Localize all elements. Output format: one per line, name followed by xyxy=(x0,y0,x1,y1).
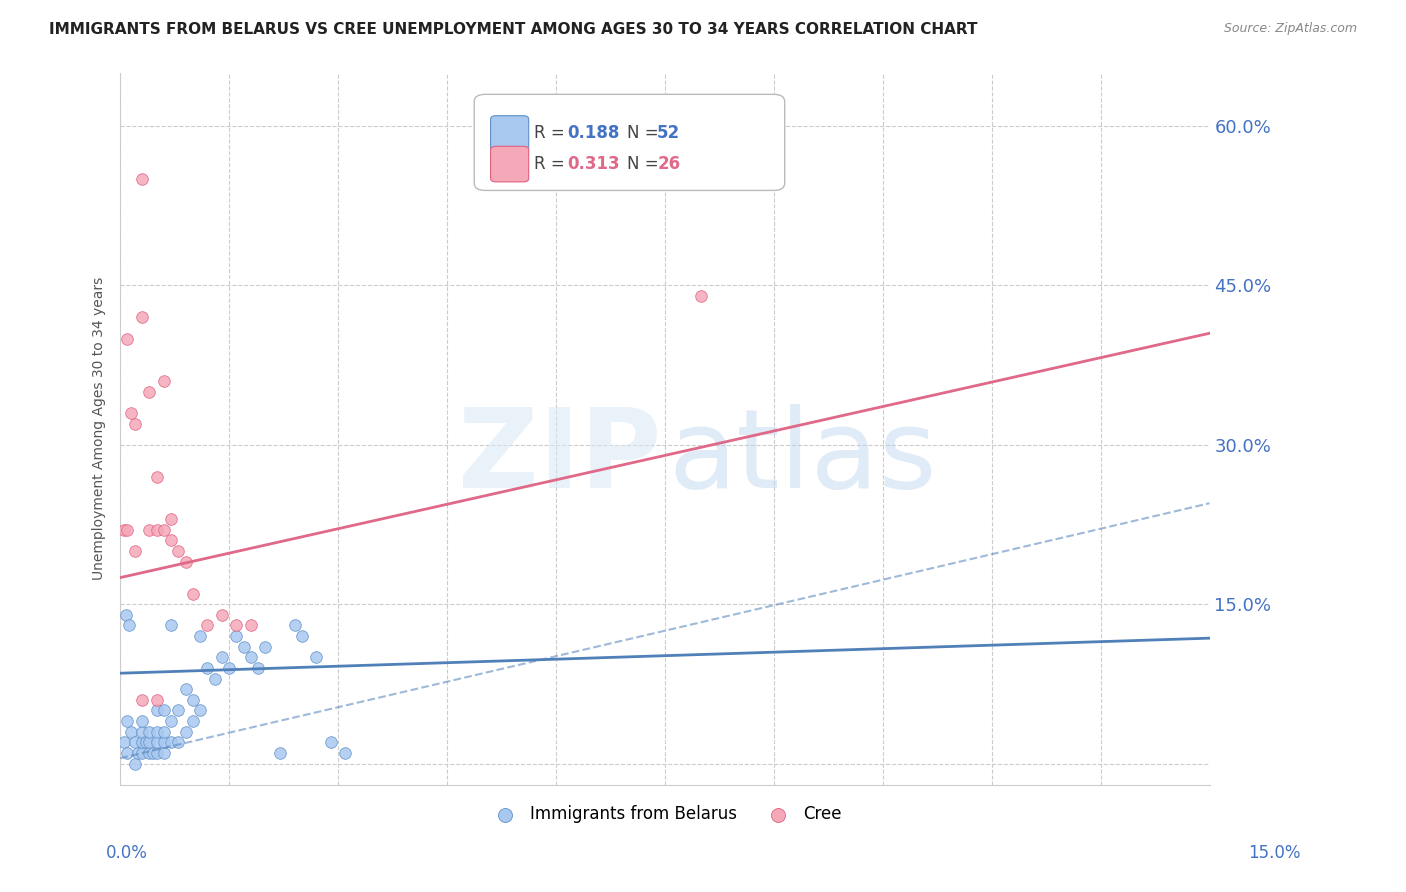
Point xyxy=(225,629,247,643)
Point xyxy=(124,544,146,558)
Point xyxy=(131,172,153,186)
Point xyxy=(225,618,247,632)
Point xyxy=(117,523,139,537)
Point xyxy=(335,746,357,760)
Point xyxy=(138,384,160,399)
Text: N =: N = xyxy=(627,155,664,173)
Point xyxy=(117,332,139,346)
Point xyxy=(145,523,167,537)
Text: Source: ZipAtlas.com: Source: ZipAtlas.com xyxy=(1223,22,1357,36)
Point xyxy=(211,607,233,622)
Point xyxy=(124,756,146,771)
FancyBboxPatch shape xyxy=(474,95,785,190)
Point xyxy=(167,735,190,749)
Point xyxy=(174,724,197,739)
Point xyxy=(112,735,135,749)
Point xyxy=(174,682,197,697)
Point xyxy=(239,650,262,665)
Point xyxy=(124,417,146,431)
Point xyxy=(117,746,139,760)
Point xyxy=(181,586,204,600)
Point xyxy=(174,555,197,569)
Point xyxy=(195,618,218,632)
Point xyxy=(167,703,190,717)
Text: 15.0%: 15.0% xyxy=(1249,844,1301,862)
Point xyxy=(112,523,135,537)
Point xyxy=(152,703,174,717)
Point xyxy=(145,692,167,706)
Point xyxy=(160,618,183,632)
Point xyxy=(142,746,165,760)
Point xyxy=(181,692,204,706)
Legend: Immigrants from Belarus, Cree: Immigrants from Belarus, Cree xyxy=(481,798,848,830)
Point xyxy=(160,533,183,548)
Point xyxy=(160,714,183,728)
Point xyxy=(160,512,183,526)
Point xyxy=(269,746,291,760)
Text: R =: R = xyxy=(534,125,571,143)
Point xyxy=(211,650,233,665)
Point xyxy=(305,650,328,665)
Point xyxy=(124,735,146,749)
Point xyxy=(218,661,240,675)
Point xyxy=(135,735,157,749)
Point xyxy=(247,661,270,675)
Point xyxy=(188,629,211,643)
Point xyxy=(283,618,305,632)
Text: 0.0%: 0.0% xyxy=(105,844,148,862)
Point xyxy=(181,714,204,728)
Text: IMMIGRANTS FROM BELARUS VS CREE UNEMPLOYMENT AMONG AGES 30 TO 34 YEARS CORRELATI: IMMIGRANTS FROM BELARUS VS CREE UNEMPLOY… xyxy=(49,22,977,37)
Point xyxy=(145,703,167,717)
Point xyxy=(115,607,138,622)
Point xyxy=(145,469,167,483)
Point xyxy=(138,523,160,537)
Point xyxy=(167,544,190,558)
Point xyxy=(118,618,141,632)
Text: 52: 52 xyxy=(657,125,681,143)
Point xyxy=(239,618,262,632)
Point xyxy=(145,746,167,760)
Point xyxy=(204,672,226,686)
Point xyxy=(152,735,174,749)
Point xyxy=(120,724,142,739)
Y-axis label: Unemployment Among Ages 30 to 34 years: Unemployment Among Ages 30 to 34 years xyxy=(93,277,107,581)
Text: 0.188: 0.188 xyxy=(567,125,619,143)
Point xyxy=(138,746,160,760)
Point xyxy=(291,629,314,643)
Point xyxy=(232,640,254,654)
Point xyxy=(152,746,174,760)
Point xyxy=(138,724,160,739)
FancyBboxPatch shape xyxy=(491,116,529,152)
Point xyxy=(120,406,142,420)
Text: N =: N = xyxy=(627,125,664,143)
FancyBboxPatch shape xyxy=(491,146,529,182)
Text: atlas: atlas xyxy=(668,404,936,511)
Text: 26: 26 xyxy=(657,155,681,173)
Text: R =: R = xyxy=(534,155,571,173)
Point xyxy=(127,746,149,760)
Point xyxy=(152,374,174,388)
Point xyxy=(254,640,277,654)
Point xyxy=(152,523,174,537)
Point xyxy=(131,724,153,739)
Point xyxy=(131,310,153,325)
Point xyxy=(131,746,153,760)
Text: 0.313: 0.313 xyxy=(567,155,620,173)
Point xyxy=(145,735,167,749)
Point xyxy=(160,735,183,749)
Point xyxy=(131,714,153,728)
Point xyxy=(188,703,211,717)
Text: ZIP: ZIP xyxy=(458,404,662,511)
Point xyxy=(319,735,342,749)
Point xyxy=(690,289,713,303)
Point xyxy=(131,692,153,706)
Point xyxy=(145,724,167,739)
Point xyxy=(138,735,160,749)
Point xyxy=(152,724,174,739)
Point xyxy=(117,714,139,728)
Point xyxy=(131,735,153,749)
Point xyxy=(195,661,218,675)
